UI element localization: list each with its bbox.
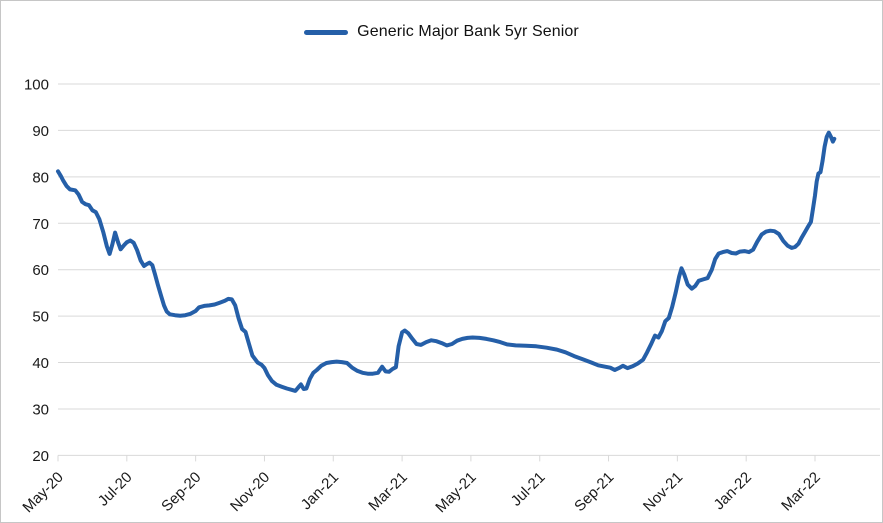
y-tick-label: 60	[32, 262, 49, 279]
y-tick-label: 30	[32, 401, 49, 418]
y-tick-label: 50	[32, 309, 49, 326]
y-tick-label: 20	[32, 448, 49, 465]
legend-label: Generic Major Bank 5yr Senior	[357, 23, 579, 40]
x-tick-label: Sep-20	[158, 469, 204, 515]
y-tick-label: 70	[32, 216, 49, 233]
series-line	[56, 130, 837, 393]
x-tick-label: Jan-22	[711, 469, 755, 513]
x-tick-label: Jul-20	[95, 469, 136, 510]
y-tick-label: 90	[32, 123, 49, 140]
y-tick-label: 80	[32, 169, 49, 186]
legend-line-swatch	[304, 29, 349, 35]
x-tick-label: Mar-22	[778, 469, 824, 515]
x-tick-label: Nov-20	[227, 469, 273, 515]
x-tick-label: Jul-21	[508, 469, 549, 510]
x-tick-label: Nov-21	[640, 469, 686, 515]
chart-legend: Generic Major Bank 5yr Senior	[1, 23, 882, 41]
x-tick-label: Jan-21	[298, 469, 342, 513]
x-tick-label: Mar-21	[365, 469, 411, 515]
x-tick-label: May-21	[432, 469, 479, 516]
x-tick-label: May-20	[19, 469, 66, 516]
y-tick-label: 100	[24, 77, 49, 94]
y-tick-label: 40	[32, 355, 49, 372]
x-tick-label: Sep-21	[571, 469, 617, 515]
